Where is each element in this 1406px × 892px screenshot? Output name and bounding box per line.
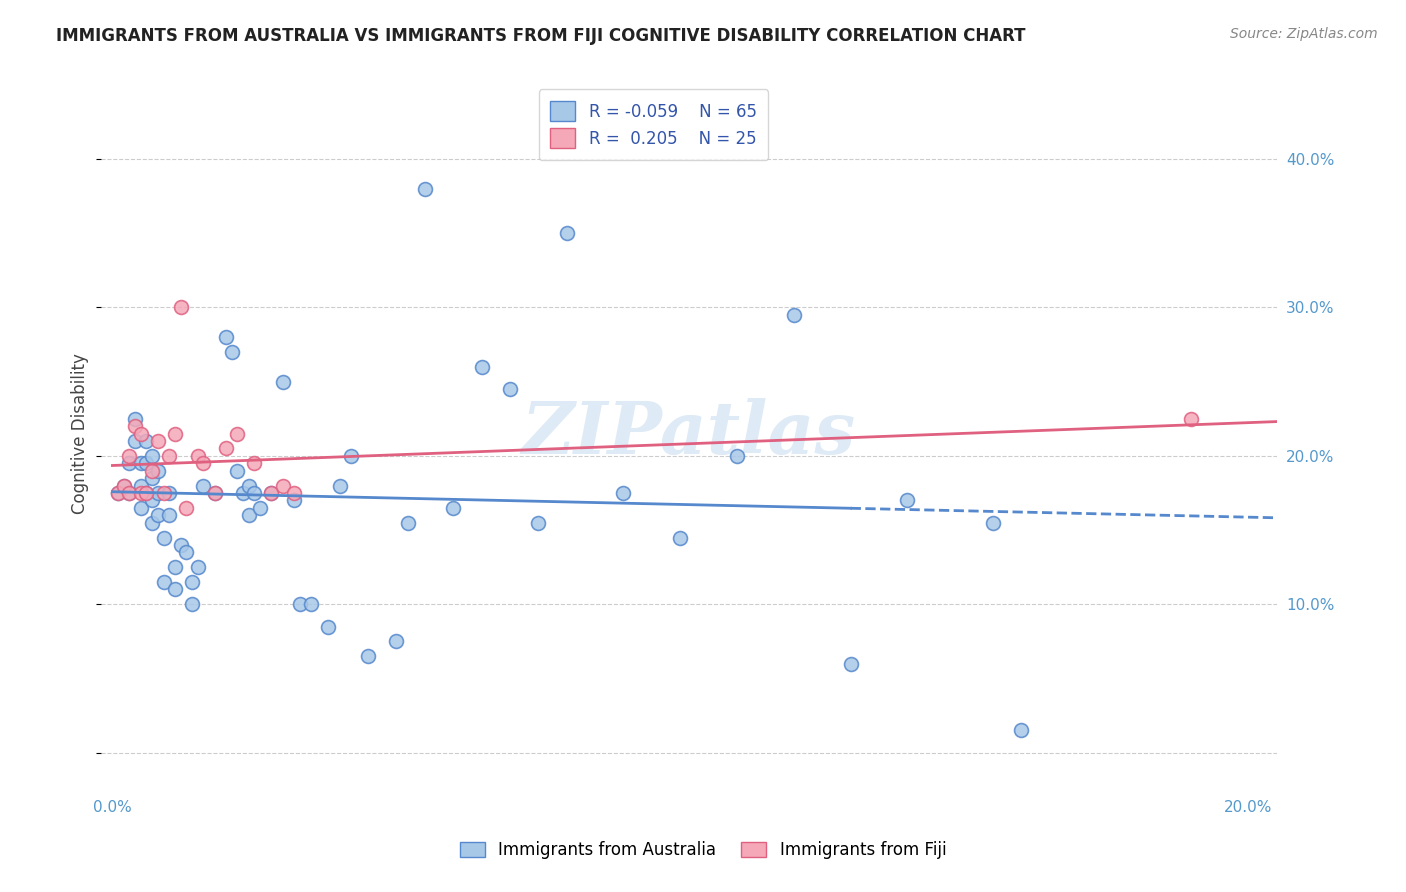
Point <box>193 456 215 470</box>
Point <box>180 575 202 590</box>
Point <box>193 478 215 492</box>
Point <box>118 486 141 500</box>
Point <box>329 478 352 492</box>
Point <box>118 486 141 500</box>
Point <box>271 478 294 492</box>
Point <box>141 449 163 463</box>
Point <box>163 582 186 597</box>
Point <box>135 456 157 470</box>
Point <box>226 464 249 478</box>
Point <box>169 538 191 552</box>
Point <box>129 500 152 515</box>
Point <box>470 359 492 374</box>
Point <box>612 486 634 500</box>
Point <box>1010 723 1032 738</box>
Point <box>783 308 806 322</box>
Point <box>221 345 243 359</box>
Point <box>283 493 305 508</box>
Point <box>146 486 169 500</box>
Point <box>141 493 163 508</box>
Point <box>135 486 157 500</box>
Point <box>129 478 152 492</box>
Point <box>385 634 408 648</box>
Point <box>288 597 311 611</box>
Point <box>243 486 266 500</box>
Point <box>215 442 238 456</box>
Legend: R = -0.059    N = 65, R =  0.205    N = 25: R = -0.059 N = 65, R = 0.205 N = 25 <box>538 89 768 160</box>
Point <box>215 330 238 344</box>
Point <box>839 657 862 671</box>
Point <box>112 478 135 492</box>
Point <box>129 456 152 470</box>
Point <box>283 486 305 500</box>
Legend: Immigrants from Australia, Immigrants from Fiji: Immigrants from Australia, Immigrants fr… <box>451 833 955 868</box>
Point <box>141 516 163 530</box>
Point <box>204 486 226 500</box>
Point <box>527 516 550 530</box>
Point <box>441 500 464 515</box>
Point <box>669 531 692 545</box>
Point <box>204 486 226 500</box>
Point <box>271 375 294 389</box>
Point <box>260 486 283 500</box>
Point <box>163 426 186 441</box>
Point <box>180 597 202 611</box>
Point <box>1180 412 1202 426</box>
Point <box>187 560 209 574</box>
Point <box>152 486 174 500</box>
Point <box>499 382 522 396</box>
Point <box>187 449 209 463</box>
Text: IMMIGRANTS FROM AUSTRALIA VS IMMIGRANTS FROM FIJI COGNITIVE DISABILITY CORRELATI: IMMIGRANTS FROM AUSTRALIA VS IMMIGRANTS … <box>56 27 1026 45</box>
Point <box>725 449 748 463</box>
Point <box>357 649 380 664</box>
Point <box>124 434 146 448</box>
Point <box>129 486 152 500</box>
Point <box>152 531 174 545</box>
Point <box>555 227 578 241</box>
Point <box>232 486 254 500</box>
Y-axis label: Cognitive Disability: Cognitive Disability <box>72 353 89 514</box>
Point <box>226 426 249 441</box>
Point <box>238 478 260 492</box>
Point <box>238 508 260 523</box>
Point <box>340 449 363 463</box>
Point <box>163 560 186 574</box>
Point <box>243 456 266 470</box>
Point <box>107 486 129 500</box>
Point <box>124 412 146 426</box>
Point <box>413 182 436 196</box>
Point <box>249 500 271 515</box>
Point <box>152 575 174 590</box>
Point <box>118 449 141 463</box>
Point <box>316 619 339 633</box>
Point <box>299 597 322 611</box>
Point <box>174 545 197 559</box>
Point <box>157 508 180 523</box>
Point <box>157 486 180 500</box>
Point <box>141 471 163 485</box>
Point <box>129 426 152 441</box>
Point <box>107 486 129 500</box>
Point <box>146 434 169 448</box>
Point <box>141 464 163 478</box>
Point <box>146 464 169 478</box>
Point <box>118 456 141 470</box>
Text: ZIPatlas: ZIPatlas <box>522 398 856 469</box>
Point <box>396 516 419 530</box>
Point <box>174 500 197 515</box>
Point <box>146 508 169 523</box>
Point <box>124 419 146 434</box>
Point <box>169 301 191 315</box>
Point <box>260 486 283 500</box>
Point <box>112 478 135 492</box>
Text: Source: ZipAtlas.com: Source: ZipAtlas.com <box>1230 27 1378 41</box>
Point <box>981 516 1004 530</box>
Point <box>135 434 157 448</box>
Point <box>896 493 918 508</box>
Point <box>157 449 180 463</box>
Point <box>135 486 157 500</box>
